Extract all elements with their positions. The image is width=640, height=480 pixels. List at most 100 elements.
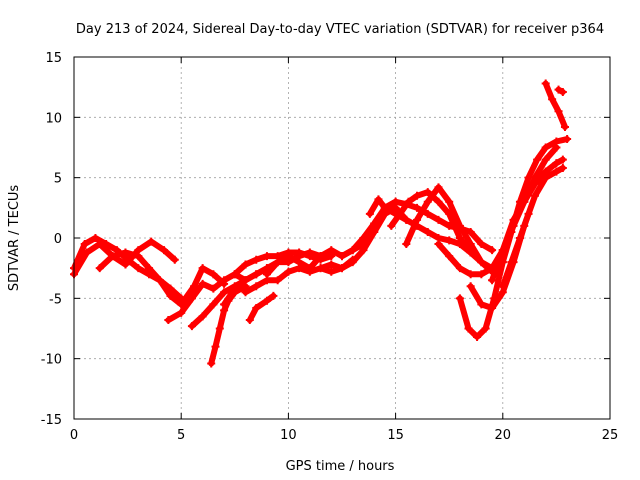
data-point (402, 215, 411, 224)
data-points (70, 79, 572, 368)
data-point (548, 95, 557, 104)
data-point (187, 294, 196, 303)
data-point (374, 195, 383, 204)
data-point (209, 270, 218, 279)
data-point (413, 215, 422, 224)
data-point (134, 252, 143, 261)
x-tick-label: 25 (602, 428, 619, 443)
data-point (413, 191, 422, 200)
data-point (552, 167, 561, 176)
data-point (95, 264, 104, 273)
data-point (563, 135, 572, 144)
data-point (190, 282, 199, 291)
data-point (488, 246, 497, 255)
data-point (80, 240, 89, 249)
data-point (473, 332, 482, 341)
data-point (533, 155, 542, 164)
data-point (434, 240, 443, 249)
data-point (338, 264, 346, 273)
data-point (541, 167, 550, 176)
data-point (481, 324, 490, 333)
data-point (305, 252, 314, 261)
series-track-9 (245, 291, 278, 325)
x-axis-label: GPS time / hours (286, 459, 395, 474)
data-point (560, 122, 569, 131)
data-point (395, 209, 404, 218)
data-point (187, 322, 196, 331)
data-point (327, 267, 336, 276)
data-point (509, 215, 518, 224)
data-point (380, 203, 389, 212)
y-axis-label: SDTVAR / TECUs (7, 185, 22, 292)
ticks: 0 5 10 15 20 25 -15 -10 -5 0 5 10 15 (41, 51, 619, 443)
data-point (404, 197, 413, 206)
data-point (147, 237, 156, 246)
data-point (359, 246, 368, 255)
x-tick-label: 20 (495, 428, 512, 443)
data-point (209, 300, 218, 309)
data-point (466, 282, 475, 291)
x-tick-label: 15 (387, 428, 404, 443)
data-point (423, 209, 432, 218)
data-point (466, 270, 475, 279)
data-point (327, 246, 336, 255)
data-point (423, 188, 432, 197)
data-point (445, 252, 454, 261)
data-point (252, 255, 261, 264)
data-point (530, 179, 539, 188)
data-point (434, 215, 443, 224)
data-point (338, 252, 346, 261)
series-track-3 (95, 248, 229, 309)
data-point (108, 252, 117, 261)
y-tick-label: 0 (54, 232, 62, 247)
data-point (295, 248, 304, 257)
data-point (273, 276, 282, 285)
y-tick-label: 10 (45, 111, 62, 126)
y-tick-label: -15 (41, 413, 62, 428)
series-line (542, 80, 568, 130)
data-point (160, 246, 169, 255)
series-track-22 (498, 209, 533, 291)
series-track-24 (554, 85, 567, 96)
data-point (252, 282, 261, 291)
x-tick-label: 10 (280, 428, 297, 443)
data-point (348, 258, 357, 267)
data-point (198, 312, 207, 321)
data-point (121, 248, 130, 257)
data-point (241, 288, 250, 297)
data-point (121, 260, 130, 269)
data-point (477, 258, 486, 267)
data-point (498, 246, 507, 255)
data-point (198, 264, 207, 273)
data-point (245, 316, 254, 325)
data-point (262, 296, 271, 305)
data-point (241, 276, 250, 285)
data-point (434, 197, 443, 206)
data-point (558, 155, 567, 164)
data-point (558, 164, 567, 173)
data-point (269, 291, 278, 300)
data-point (488, 276, 497, 285)
data-point (464, 324, 473, 333)
data-point (198, 279, 207, 288)
y-tick-label: -5 (49, 292, 62, 307)
data-point (284, 267, 293, 276)
data-point (207, 359, 216, 368)
data-point (348, 246, 357, 255)
data-point (391, 197, 400, 206)
data-point (316, 252, 325, 261)
y-tick-label: 15 (45, 51, 62, 66)
data-point (402, 240, 411, 249)
data-point (520, 197, 529, 206)
data-point (220, 276, 229, 285)
data-point (91, 234, 100, 242)
series-track-15 (380, 197, 497, 255)
data-point (95, 240, 104, 249)
data-point (541, 79, 550, 88)
data-point (230, 270, 239, 279)
data-point (541, 143, 550, 152)
data-point (477, 240, 486, 249)
data-point (82, 248, 91, 257)
data-point (230, 284, 239, 293)
data-point (530, 191, 539, 200)
